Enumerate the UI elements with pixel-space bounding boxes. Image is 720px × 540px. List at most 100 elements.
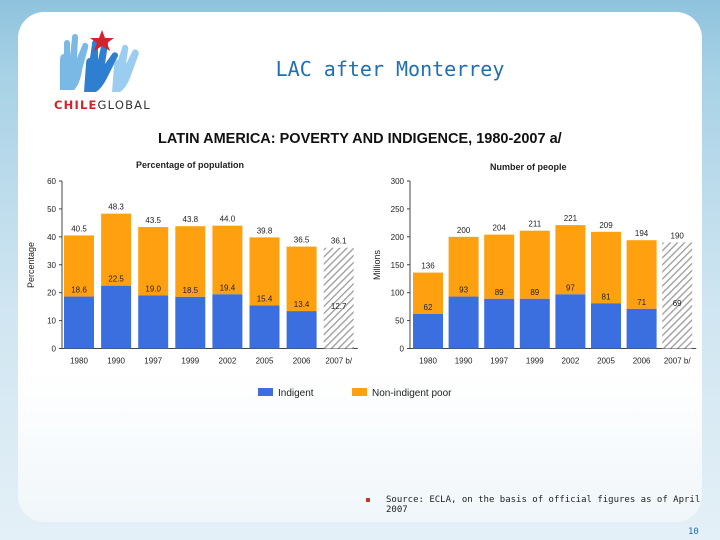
- bar-indigent: [64, 296, 94, 349]
- bar-indigent: [413, 313, 443, 349]
- data-label-indigent: 93: [459, 286, 468, 295]
- x-tick-label: 1999: [181, 357, 199, 366]
- data-label-total: 200: [457, 226, 471, 235]
- x-tick-label: 2006: [293, 357, 311, 366]
- chileglobal-logo-icon: [60, 30, 139, 92]
- y-tick-label: 0: [400, 345, 405, 354]
- data-label-indigent: 13.4: [294, 300, 310, 309]
- data-label-total: 40.5: [71, 224, 87, 233]
- x-tick-label: 1990: [455, 357, 473, 366]
- bar-indigent: [175, 296, 206, 349]
- data-label-total: 221: [564, 214, 578, 223]
- panel-subtitle: Number of people: [490, 162, 567, 172]
- y-tick-label: 10: [47, 317, 56, 326]
- x-tick-label: 1997: [490, 357, 508, 366]
- chart-legend: Indigent Non-indigent poor: [258, 388, 452, 399]
- y-tick-label: 40: [47, 233, 56, 242]
- data-label-indigent: 18.5: [183, 286, 199, 295]
- data-label-total: 36.1: [331, 237, 347, 246]
- bar-non-indigent: [175, 226, 206, 297]
- data-label-indigent: 71: [637, 298, 646, 307]
- x-tick-label: 2007 b/: [325, 357, 352, 366]
- logo-text: CHILEGLOBAL: [54, 98, 151, 112]
- slide-background: [18, 12, 702, 522]
- data-label-indigent: 69: [673, 299, 682, 308]
- y-tick-label: 50: [47, 205, 56, 214]
- y-tick-label: 50: [395, 317, 404, 326]
- logo-text-dark: GLOBAL: [97, 98, 151, 112]
- y-tick-label: 60: [47, 177, 56, 186]
- chart-panel-2: Number of people Millions 0 50 100 150 200 250 3…: [372, 162, 697, 366]
- source-note: Source: ECLA, on the basis of official f…: [386, 495, 701, 515]
- bar-indigent: [101, 285, 132, 349]
- data-label-indigent: 12.7: [331, 302, 347, 311]
- bar-non-indigent: [212, 225, 243, 295]
- legend-swatch-indigent: [258, 388, 273, 396]
- bar-non-indigent: [484, 234, 515, 299]
- page-title: LAC after Monterrey: [275, 57, 505, 81]
- bar-indigent: [519, 298, 550, 349]
- bar-indigent: [555, 294, 586, 349]
- bar-indigent: [212, 294, 243, 349]
- legend-label-indigent: Indigent: [278, 388, 314, 399]
- x-tick-label: 1999: [526, 357, 544, 366]
- y-axis-label: Percentage: [26, 242, 36, 288]
- bullet-icon: [366, 498, 370, 502]
- legend-label-non-indigent: Non-indigent poor: [372, 388, 452, 399]
- y-tick-label: 30: [47, 261, 56, 270]
- x-tick-label: 1990: [107, 357, 125, 366]
- bar-indigent: [484, 298, 515, 349]
- bar-non-indigent: [101, 213, 132, 286]
- data-label-total: 43.8: [183, 215, 199, 224]
- y-tick-label: 20: [47, 289, 56, 298]
- y-tick-label: 150: [391, 261, 405, 270]
- data-label-total: 44.0: [220, 215, 236, 224]
- chart-title: LATIN AMERICA: POVERTY AND INDIGENCE, 19…: [158, 131, 562, 147]
- y-tick-label: 250: [391, 205, 405, 214]
- bar-non-indigent: [519, 230, 550, 299]
- bar-indigent: [249, 305, 280, 349]
- bar-non-indigent: [626, 240, 657, 309]
- data-label-total: 194: [635, 229, 649, 238]
- y-tick-label: 0: [52, 345, 57, 354]
- bar-indigent: [448, 296, 479, 349]
- x-tick-label: 2005: [597, 357, 615, 366]
- x-tick-label: 2002: [562, 357, 580, 366]
- data-label-total: 43.5: [145, 216, 161, 225]
- chart-panels: Percentage of population Percentage 0 10 20 3…: [26, 160, 697, 366]
- x-tick-label: 1980: [419, 357, 437, 366]
- bar-indigent: [591, 303, 621, 349]
- x-tick-label: 2007 b/: [664, 357, 691, 366]
- x-tick-label: 1980: [70, 357, 88, 366]
- y-tick-label: 300: [391, 177, 405, 186]
- bar-non-indigent: [591, 231, 621, 304]
- x-tick-label: 2002: [219, 357, 237, 366]
- data-label-indigent: 15.4: [257, 295, 273, 304]
- page-number: 10: [688, 527, 699, 537]
- y-tick-label: 200: [391, 233, 405, 242]
- data-label-total: 204: [493, 224, 507, 233]
- y-axis-label: Millions: [372, 250, 382, 281]
- logo-text-red: CHILE: [54, 98, 98, 112]
- bar-non-indigent: [555, 225, 586, 295]
- data-label-total: 39.8: [257, 226, 273, 235]
- data-label-total: 136: [421, 262, 435, 271]
- bar-indigent: [138, 295, 169, 349]
- data-label-indigent: 19.0: [145, 284, 161, 293]
- legend-swatch-non-indigent: [352, 388, 367, 396]
- x-tick-label: 2006: [633, 357, 651, 366]
- data-label-indigent: 18.6: [71, 286, 87, 295]
- bar-non-indigent: [64, 235, 94, 297]
- data-label-indigent: 22.5: [108, 275, 124, 284]
- bar-indigent: [286, 311, 317, 349]
- data-label-indigent: 62: [424, 303, 433, 312]
- x-tick-label: 2005: [256, 357, 274, 366]
- data-label-indigent: 81: [602, 292, 611, 301]
- data-label-indigent: 89: [530, 288, 539, 297]
- bar-non-indigent: [286, 246, 317, 312]
- bar-non-indigent: [448, 236, 479, 297]
- data-label-total: 36.5: [294, 236, 310, 245]
- data-label-total: 209: [599, 221, 613, 230]
- data-label-indigent: 89: [495, 288, 504, 297]
